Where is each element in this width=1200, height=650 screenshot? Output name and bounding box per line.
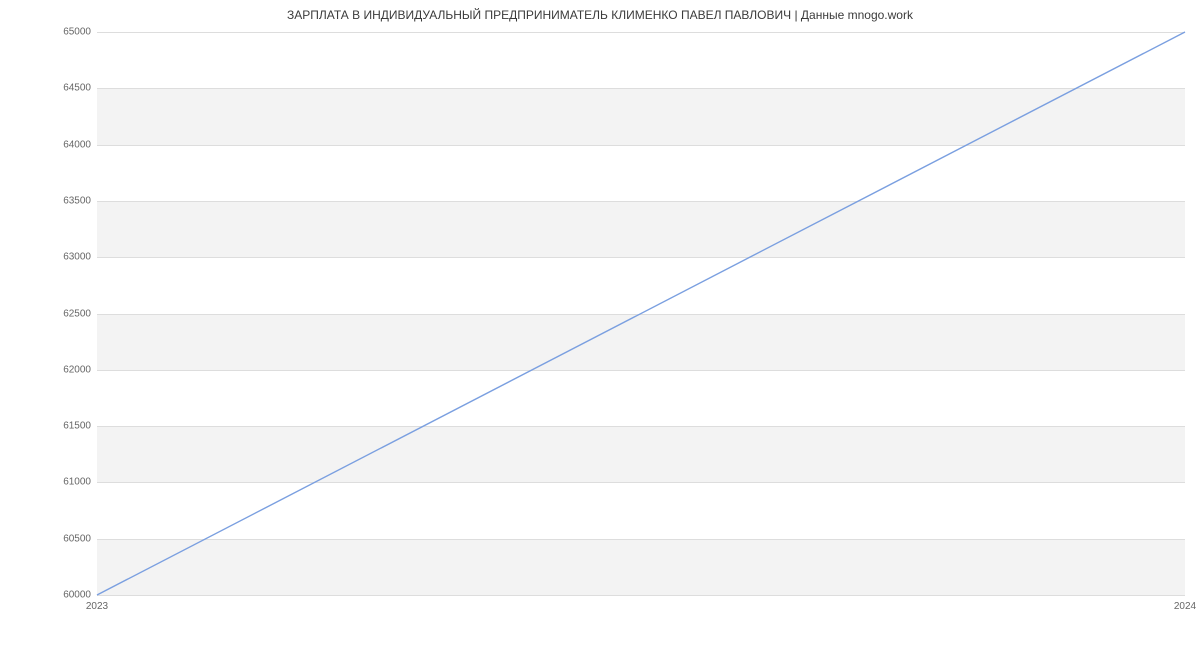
chart-title: ЗАРПЛАТА В ИНДИВИДУАЛЬНЫЙ ПРЕДПРИНИМАТЕЛ… [0,8,1200,22]
y-tick-label: 61000 [63,477,91,488]
y-tick-label: 65000 [63,27,91,38]
plot-area: 6000060500610006150062000625006300063500… [97,32,1185,595]
x-tick-label: 2023 [86,601,108,612]
x-tick-label: 2024 [1174,601,1196,612]
y-tick-label: 62500 [63,308,91,319]
y-tick-label: 62000 [63,364,91,375]
y-tick-label: 60000 [63,590,91,601]
chart-container: ЗАРПЛАТА В ИНДИВИДУАЛЬНЫЙ ПРЕДПРИНИМАТЕЛ… [0,0,1200,650]
y-tick-label: 60500 [63,533,91,544]
series-layer [97,32,1185,595]
y-tick-label: 61500 [63,421,91,432]
y-gridline [97,595,1185,596]
y-tick-label: 64500 [63,83,91,94]
y-tick-label: 63500 [63,195,91,206]
y-tick-label: 64000 [63,139,91,150]
line-series [97,32,1185,595]
y-tick-label: 63000 [63,252,91,263]
